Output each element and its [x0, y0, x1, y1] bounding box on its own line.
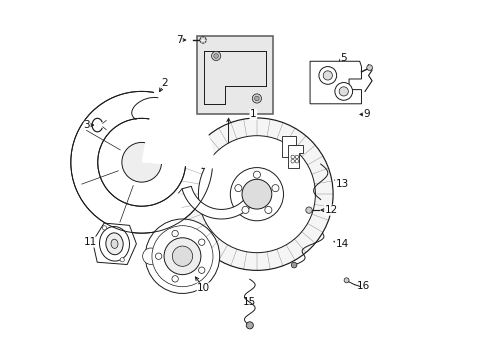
Circle shape [242, 206, 248, 213]
Wedge shape [142, 91, 214, 168]
Circle shape [295, 155, 298, 159]
Circle shape [122, 143, 161, 182]
Text: 3: 3 [83, 120, 90, 130]
Text: 2: 2 [161, 77, 168, 87]
FancyBboxPatch shape [196, 36, 272, 114]
Circle shape [271, 185, 279, 192]
Circle shape [334, 82, 352, 100]
Circle shape [230, 168, 283, 221]
Text: 8: 8 [288, 156, 295, 166]
Text: 7: 7 [175, 35, 182, 45]
Text: 11: 11 [83, 237, 97, 247]
Circle shape [264, 206, 271, 213]
Circle shape [344, 278, 348, 283]
Polygon shape [182, 181, 262, 219]
Text: 5: 5 [340, 53, 346, 63]
Circle shape [246, 322, 253, 329]
Circle shape [339, 87, 347, 96]
Text: 14: 14 [335, 239, 348, 249]
Text: 4: 4 [200, 163, 206, 172]
Circle shape [198, 239, 204, 246]
Text: 10: 10 [197, 283, 210, 293]
Circle shape [295, 159, 298, 163]
Circle shape [172, 230, 178, 237]
Text: 15: 15 [243, 297, 256, 307]
Circle shape [305, 207, 311, 213]
Circle shape [366, 65, 372, 71]
Circle shape [318, 67, 336, 84]
Circle shape [142, 248, 159, 264]
Circle shape [254, 96, 259, 101]
Circle shape [102, 226, 106, 230]
Text: 6: 6 [225, 161, 231, 171]
Circle shape [181, 118, 332, 270]
Ellipse shape [111, 239, 118, 248]
Circle shape [242, 179, 271, 209]
Circle shape [152, 226, 213, 287]
Circle shape [253, 171, 260, 178]
Text: 1: 1 [249, 109, 256, 120]
Polygon shape [281, 136, 295, 157]
Ellipse shape [105, 233, 123, 255]
Circle shape [234, 185, 242, 192]
Circle shape [290, 155, 294, 159]
Circle shape [211, 51, 220, 60]
Circle shape [198, 267, 204, 273]
Wedge shape [142, 118, 186, 166]
Text: 13: 13 [335, 179, 348, 189]
Circle shape [213, 54, 218, 58]
Circle shape [155, 253, 162, 260]
Circle shape [291, 262, 296, 268]
Circle shape [252, 94, 261, 103]
Circle shape [145, 219, 219, 293]
Circle shape [323, 71, 332, 80]
Circle shape [71, 91, 212, 233]
Circle shape [120, 258, 124, 262]
Text: 12: 12 [324, 205, 337, 215]
Polygon shape [309, 61, 361, 104]
Circle shape [98, 118, 185, 206]
Text: 16: 16 [356, 281, 369, 291]
Polygon shape [92, 223, 136, 265]
Circle shape [172, 246, 192, 266]
Circle shape [163, 238, 201, 275]
Circle shape [200, 37, 206, 43]
Circle shape [198, 136, 315, 253]
Circle shape [172, 276, 178, 282]
Text: 9: 9 [363, 109, 369, 120]
Circle shape [290, 159, 294, 163]
Ellipse shape [100, 226, 129, 261]
Polygon shape [287, 145, 303, 168]
